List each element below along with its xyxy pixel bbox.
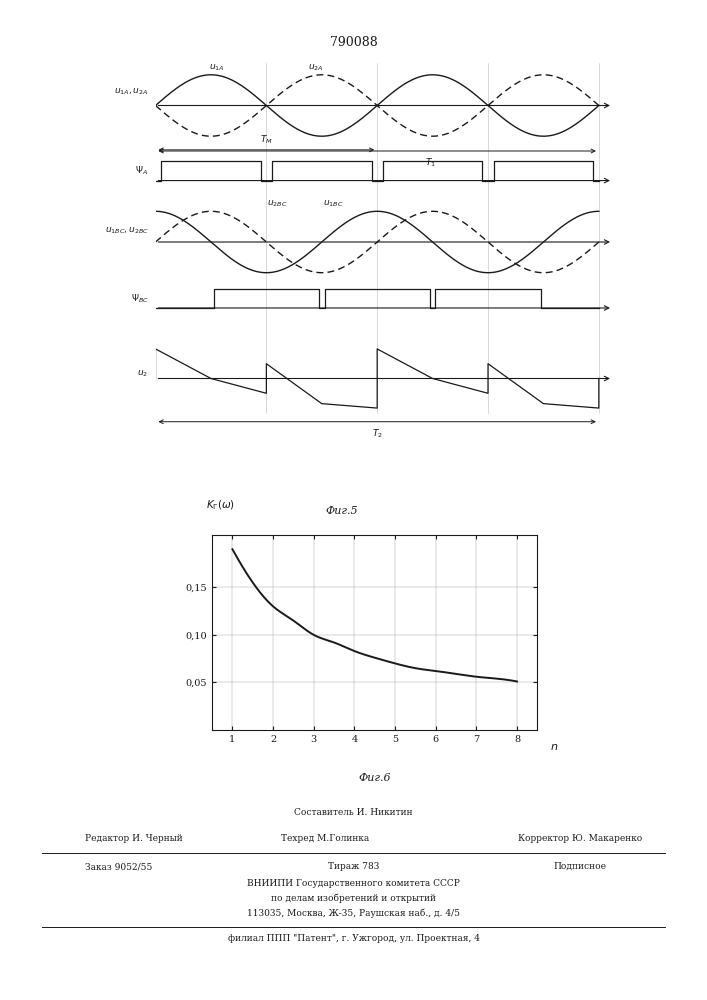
Text: 790088: 790088 — [329, 36, 378, 49]
Text: $T_1$: $T_1$ — [425, 157, 436, 169]
Text: Заказ 9052/55: Заказ 9052/55 — [85, 862, 152, 871]
Text: $u_{1A}$: $u_{1A}$ — [209, 62, 224, 73]
Text: Фиг.6: Фиг.6 — [358, 773, 391, 783]
Text: $u_{2BC}$: $u_{2BC}$ — [267, 199, 288, 209]
Text: $T_2$: $T_2$ — [372, 427, 382, 440]
Text: 113035, Москва, Ж-35, Раушская наб., д. 4/5: 113035, Москва, Ж-35, Раушская наб., д. … — [247, 908, 460, 918]
Text: Фиг.5: Фиг.5 — [325, 506, 358, 516]
Text: Техред М.Голинка: Техред М.Голинка — [281, 834, 369, 843]
Text: Тираж 783: Тираж 783 — [328, 862, 379, 871]
Text: $u_2$: $u_2$ — [137, 369, 148, 379]
Text: филиал ППП "Патент", г. Ужгород, ул. Проектная, 4: филиал ППП "Патент", г. Ужгород, ул. Про… — [228, 934, 479, 943]
Text: $u_{1A}, u_{2A}$: $u_{1A}, u_{2A}$ — [114, 87, 148, 97]
Text: Редактор И. Черный: Редактор И. Черный — [85, 834, 182, 843]
Text: $u_{2A}$: $u_{2A}$ — [308, 62, 324, 73]
Text: по делам изобретений и открытий: по делам изобретений и открытий — [271, 894, 436, 903]
Text: $K_\Gamma(\omega)$: $K_\Gamma(\omega)$ — [206, 498, 235, 512]
Text: Составитель И. Никитин: Составитель И. Никитин — [294, 808, 413, 817]
Text: $n$: $n$ — [550, 742, 559, 752]
Text: $T_M$: $T_M$ — [260, 134, 273, 146]
Text: $\Psi_{BC}$: $\Psi_{BC}$ — [131, 292, 148, 305]
Text: $u_{1BC}, u_{2BC}$: $u_{1BC}, u_{2BC}$ — [105, 225, 148, 236]
Text: Подписное: Подписное — [554, 862, 606, 871]
Text: ВНИИПИ Государственного комитета СССР: ВНИИПИ Государственного комитета СССР — [247, 879, 460, 888]
Text: $\Psi_A$: $\Psi_A$ — [136, 165, 148, 177]
Text: $u_{1BC}$: $u_{1BC}$ — [322, 199, 343, 209]
Text: Корректор Ю. Макаренко: Корректор Ю. Макаренко — [518, 834, 642, 843]
